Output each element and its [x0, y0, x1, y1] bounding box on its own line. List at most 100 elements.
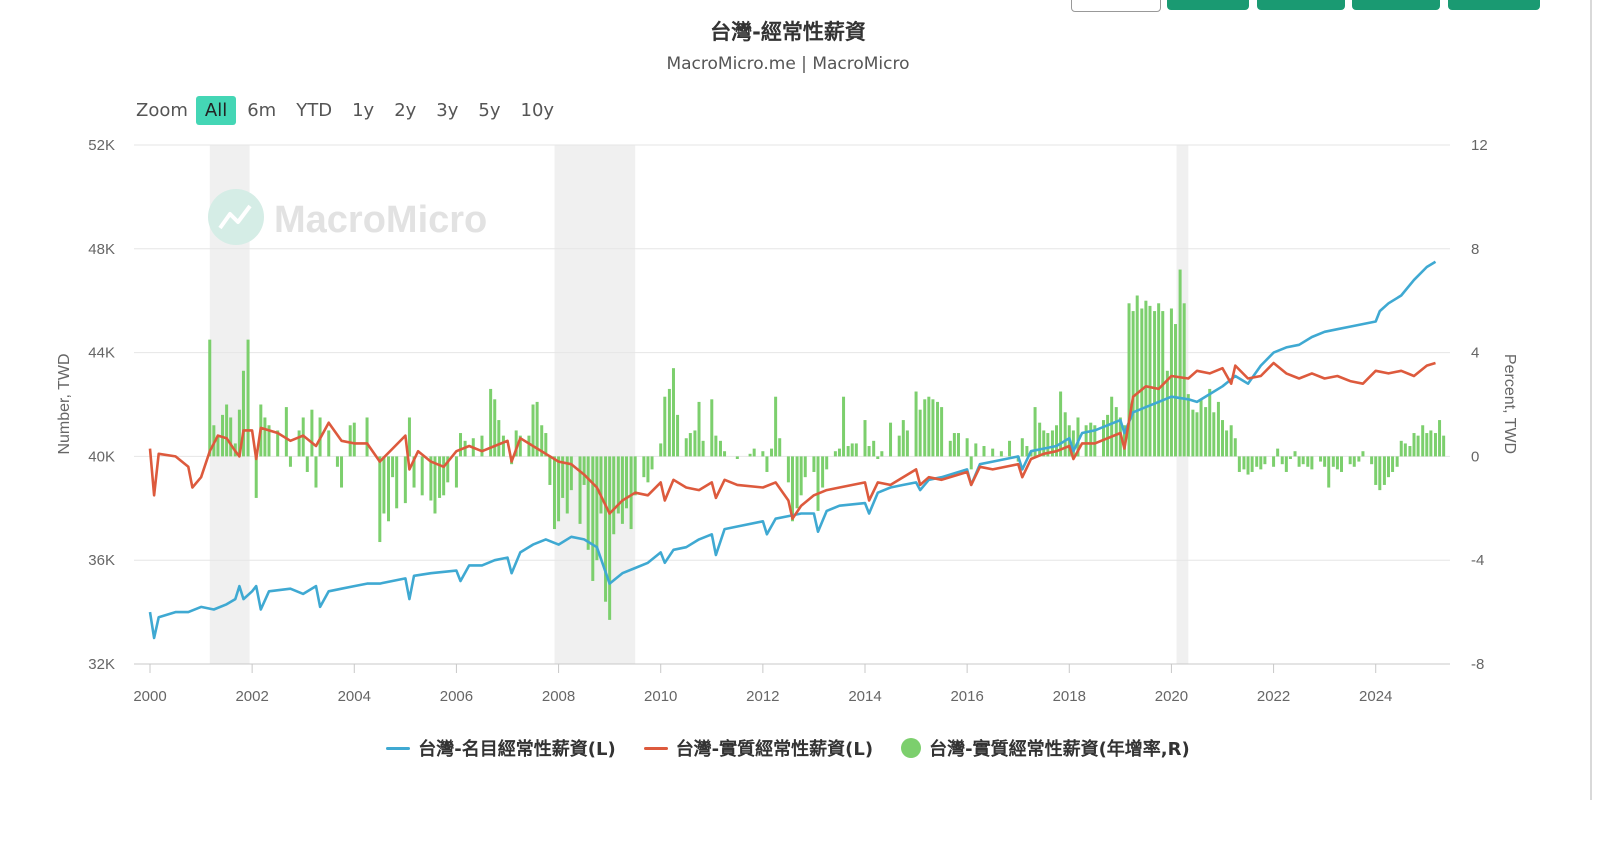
yoy-bar — [1106, 414, 1110, 457]
scrollbar-track[interactable] — [1590, 0, 1592, 800]
yoy-bar — [433, 456, 437, 514]
zoom-6m-button[interactable]: 6m — [247, 100, 277, 121]
yoy-bar — [1391, 456, 1395, 472]
yoy-bar — [710, 399, 714, 457]
yoy-bar — [225, 404, 229, 457]
yoy-bar — [667, 388, 671, 457]
y-right-tick-label: 0 — [1471, 448, 1479, 465]
zoom-10y-button[interactable]: 10y — [520, 100, 555, 121]
top-outline-button[interactable] — [1071, 0, 1161, 12]
yoy-bar — [1280, 456, 1284, 465]
yoy-bar — [1331, 456, 1335, 467]
y-right-axis-label: Percent, TWD — [1501, 354, 1518, 454]
yoy-bar — [748, 453, 752, 457]
yoy-bar — [237, 409, 241, 457]
zoom-3y-button[interactable]: 3y — [436, 100, 459, 121]
yoy-bar — [395, 456, 399, 509]
yoy-bar — [442, 456, 446, 496]
yoy-bar — [786, 456, 790, 483]
zoom-5y-button[interactable]: 5y — [478, 100, 501, 121]
yoy-bar — [1153, 311, 1157, 457]
yoy-bar — [1386, 456, 1390, 478]
yoy-bar — [965, 438, 969, 457]
yoy-bar — [412, 456, 416, 488]
watermark-logo-mark — [218, 204, 252, 230]
zoom-label: Zoom — [136, 100, 188, 121]
yoy-bar — [1093, 425, 1097, 457]
yoy-bar — [1144, 300, 1148, 457]
top-action-button-4[interactable] — [1448, 0, 1540, 10]
zoom-bar: Zoom All 6m YTD 1y 2y 3y 5y 10y — [136, 96, 565, 125]
yoy-bar — [1421, 425, 1425, 457]
yoy-bar — [561, 456, 565, 498]
top-action-button-1[interactable] — [1167, 0, 1249, 10]
yoy-bar — [1263, 456, 1267, 465]
yoy-bar — [1429, 430, 1433, 457]
legend-dot-icon — [901, 738, 922, 758]
page-scrollbar[interactable] — [1568, 0, 1614, 846]
yoy-bar — [952, 433, 956, 457]
yoy-bar — [1378, 456, 1382, 491]
yoy-bar — [1237, 456, 1241, 472]
yoy-bar — [1110, 396, 1114, 457]
yoy-bar — [1127, 303, 1131, 457]
yoy-bar — [765, 456, 769, 472]
yoy-bar — [650, 456, 654, 470]
yoy-bar — [1233, 438, 1237, 457]
legend-item-real[interactable]: 台灣-實質經常性薪資(L) — [643, 735, 873, 761]
yoy-bar — [352, 422, 356, 457]
yoy-bar — [535, 401, 539, 457]
yoy-bar — [1395, 456, 1399, 467]
yoy-bar — [1225, 430, 1229, 457]
yoy-bar — [586, 456, 590, 550]
yoy-bar — [365, 417, 369, 457]
yoy-bar — [1174, 324, 1178, 457]
yoy-bar — [1208, 388, 1212, 457]
yoy-bar — [608, 456, 612, 620]
axes: 32K 36K 40K 44K 48K 52K -8 -4 0 4 8 12 2000 2002 2004 2… — [56, 137, 1518, 705]
yoy-bar — [288, 456, 292, 467]
yoy-bar — [604, 456, 608, 602]
yoy-bar — [565, 456, 569, 514]
yoy-bar — [1114, 407, 1118, 457]
watermark-text: MacroMicro — [274, 199, 487, 241]
yoy-bar — [1020, 438, 1024, 457]
yoy-bar — [548, 456, 552, 485]
yoy-bar — [676, 414, 680, 457]
yoy-bar — [1433, 433, 1437, 457]
yoy-bar — [863, 420, 867, 457]
yoy-bar — [1382, 456, 1386, 485]
yoy-bar — [799, 456, 803, 496]
zoom-ytd-button[interactable]: YTD — [296, 100, 333, 121]
legend-item-yoy[interactable]: 台灣-實質經常性薪資(年增率,R) — [901, 735, 1190, 761]
yoy-bar — [378, 456, 382, 543]
zoom-1y-button[interactable]: 1y — [352, 100, 375, 121]
legend-item-nominal[interactable]: 台灣-名目經常性薪資(L) — [386, 735, 616, 761]
yoy-bar — [1084, 425, 1088, 457]
yoy-bar — [314, 456, 318, 488]
yoy-bar — [1319, 456, 1323, 462]
zoom-2y-button[interactable]: 2y — [394, 100, 417, 121]
yoy-bar — [1178, 269, 1182, 457]
yoy-bar — [1140, 308, 1144, 457]
yoy-bar — [923, 399, 927, 457]
yoy-bar — [936, 401, 940, 457]
yoy-bar — [1374, 456, 1378, 485]
watermark-logo-icon — [208, 189, 264, 245]
yoy-bar — [582, 456, 586, 485]
yoy-bar — [642, 456, 646, 478]
yoy-bar — [1276, 448, 1280, 457]
yoy-bar — [454, 456, 458, 488]
x-tick-label: 2010 — [644, 688, 677, 705]
top-action-button-3[interactable] — [1352, 0, 1440, 10]
yoy-bar — [1008, 440, 1012, 457]
zoom-all-button[interactable]: All — [195, 96, 237, 125]
yoy-bar — [620, 456, 624, 524]
yoy-bar — [701, 440, 705, 457]
yoy-bar — [889, 422, 893, 457]
grid-lines — [134, 144, 1450, 665]
top-action-button-2[interactable] — [1257, 0, 1345, 10]
yoy-bar — [940, 407, 944, 457]
yoy-bar — [518, 435, 522, 457]
line-series — [148, 260, 1437, 640]
